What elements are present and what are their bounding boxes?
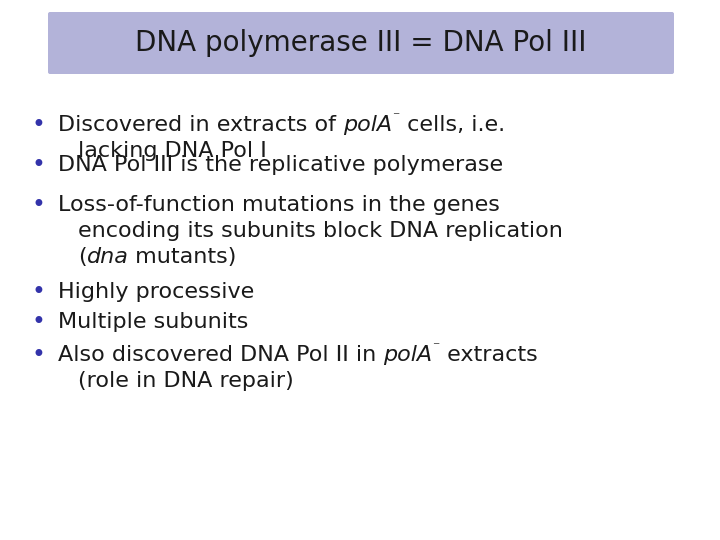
Text: polA: polA bbox=[343, 115, 392, 135]
Text: encoding its subunits block DNA replication: encoding its subunits block DNA replicat… bbox=[78, 221, 563, 241]
Text: cells, i.e.: cells, i.e. bbox=[400, 115, 505, 135]
Text: Discovered in extracts of: Discovered in extracts of bbox=[58, 115, 343, 135]
Text: polA: polA bbox=[383, 345, 433, 365]
Text: •: • bbox=[31, 113, 45, 137]
Text: ⁻: ⁻ bbox=[433, 340, 440, 354]
Text: •: • bbox=[31, 153, 45, 177]
Text: DNA polymerase III = DNA Pol III: DNA polymerase III = DNA Pol III bbox=[135, 29, 587, 57]
Text: Highly processive: Highly processive bbox=[58, 282, 254, 302]
Text: DNA Pol III is the replicative polymerase: DNA Pol III is the replicative polymeras… bbox=[58, 155, 503, 175]
Text: Multiple subunits: Multiple subunits bbox=[58, 312, 248, 332]
Text: Also discovered DNA Pol II in: Also discovered DNA Pol II in bbox=[58, 345, 383, 365]
Text: (role in DNA repair): (role in DNA repair) bbox=[78, 371, 294, 391]
Text: •: • bbox=[31, 310, 45, 334]
Text: Loss-of-function mutations in the genes: Loss-of-function mutations in the genes bbox=[58, 195, 500, 215]
Text: lacking DNA Pol I: lacking DNA Pol I bbox=[78, 141, 266, 161]
Text: •: • bbox=[31, 343, 45, 367]
Text: mutants): mutants) bbox=[128, 247, 237, 267]
Text: ⁻: ⁻ bbox=[392, 110, 400, 124]
Text: dna: dna bbox=[86, 247, 128, 267]
Text: •: • bbox=[31, 280, 45, 304]
Text: extracts: extracts bbox=[440, 345, 538, 365]
Text: (: ( bbox=[78, 247, 86, 267]
Text: •: • bbox=[31, 193, 45, 217]
FancyBboxPatch shape bbox=[48, 12, 674, 74]
